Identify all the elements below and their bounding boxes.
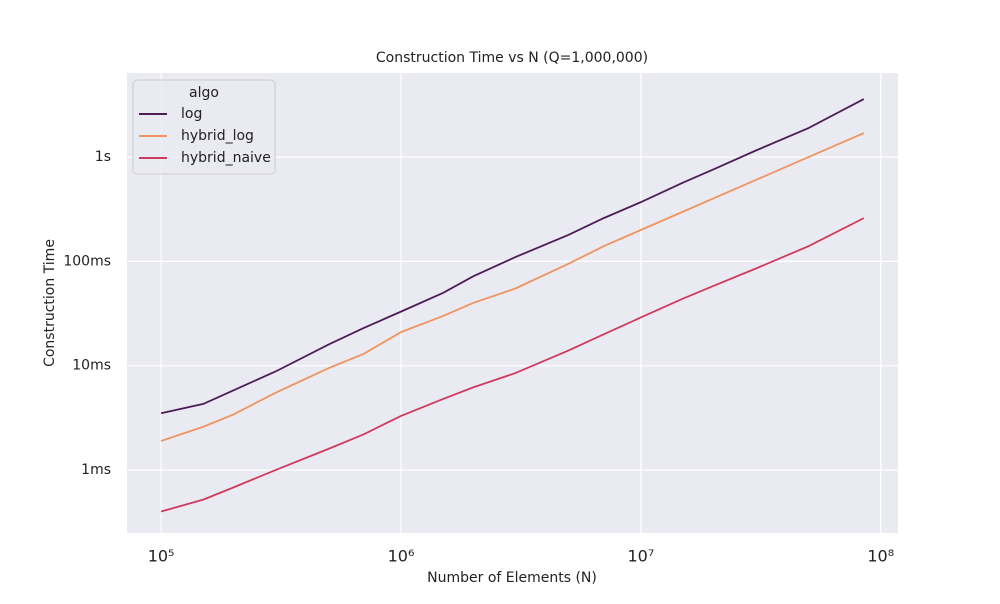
x-tick-label: 10⁶ bbox=[388, 547, 415, 566]
x-axis-label: Number of Elements (N) bbox=[427, 570, 597, 586]
series-line bbox=[160, 132, 865, 442]
series-line bbox=[160, 98, 865, 415]
x-tick-label: 10⁵ bbox=[148, 547, 175, 566]
legend-label: hybrid_naive bbox=[181, 150, 271, 166]
series-line bbox=[160, 217, 865, 513]
legend-box bbox=[132, 79, 276, 175]
legend-title: algo bbox=[189, 85, 219, 101]
legend: algo log hybrid_log hybrid_naive bbox=[132, 79, 276, 175]
legend-label: hybrid_log bbox=[181, 128, 254, 144]
y-axis-label: Construction Time bbox=[42, 239, 58, 367]
x-tick-label: 10⁸ bbox=[867, 547, 894, 566]
legend-label: log bbox=[181, 106, 202, 122]
y-tick-label: 1s bbox=[95, 149, 111, 165]
x-tick-label: 10⁷ bbox=[627, 547, 654, 566]
y-tick-label: 100ms bbox=[63, 253, 111, 269]
chart-title: Construction Time vs N (Q=1,000,000) bbox=[376, 50, 648, 66]
y-tick-label: 1ms bbox=[81, 462, 111, 478]
y-tick-label: 10ms bbox=[72, 358, 111, 374]
